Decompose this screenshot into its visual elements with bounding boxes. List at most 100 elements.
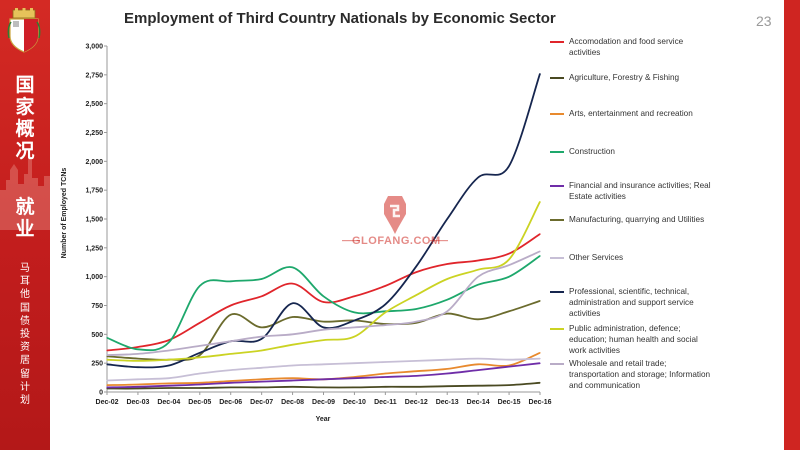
- data-point: [415, 360, 417, 362]
- data-point: [353, 377, 355, 379]
- data-point: [415, 386, 417, 388]
- data-point: [199, 352, 201, 354]
- data-point: [508, 384, 510, 386]
- y-tick-label: 2,500: [85, 101, 103, 108]
- legend-label: Wholesale and retail trade; transportati…: [569, 359, 711, 390]
- data-point: [168, 387, 170, 389]
- data-point: [292, 386, 294, 388]
- data-point: [168, 377, 170, 379]
- glofang-logo-icon: [342, 196, 448, 242]
- x-tick-label: Dec-10: [343, 399, 366, 406]
- data-point: [106, 349, 108, 352]
- sidebar-subtitle: 马耳他国债投资居留计划: [20, 263, 30, 407]
- data-point: [137, 386, 139, 388]
- data-point: [446, 278, 448, 280]
- series-8: [106, 73, 541, 369]
- data-point: [415, 308, 417, 310]
- data-point: [446, 372, 448, 375]
- data-point: [415, 321, 417, 323]
- data-point: [106, 363, 108, 365]
- y-tick-label: 2,750: [85, 72, 103, 79]
- legend-label: Arts, entertainment and recreation: [569, 109, 693, 118]
- data-point: [477, 269, 479, 271]
- sidebar-title-country-overview: 国家概况: [15, 74, 35, 162]
- data-point: [508, 258, 510, 260]
- data-point: [415, 294, 417, 296]
- data-point: [353, 326, 355, 328]
- x-axis-label: Year: [316, 416, 331, 423]
- y-tick-label: 750: [91, 303, 103, 310]
- x-tick-label: Dec-11: [374, 399, 397, 406]
- data-point: [230, 380, 232, 382]
- data-point: [322, 326, 325, 328]
- data-point: [292, 344, 294, 346]
- data-point: [446, 313, 448, 315]
- series-lines: [106, 73, 541, 390]
- legend-swatch: [550, 257, 564, 259]
- data-point: [106, 379, 108, 382]
- data-point: [261, 295, 263, 297]
- data-point: [539, 352, 541, 354]
- legend-swatch: [550, 77, 564, 79]
- data-point: [446, 299, 448, 301]
- series-4: [106, 255, 541, 352]
- data-point: [353, 386, 355, 388]
- data-point: [539, 382, 541, 384]
- data-point: [322, 363, 325, 365]
- data-point: [137, 387, 139, 390]
- x-tick-label: Dec-16: [529, 399, 552, 406]
- x-tick-label: Dec-14: [467, 399, 490, 406]
- y-tick-label: 1,750: [85, 188, 103, 195]
- series-5: [106, 362, 541, 389]
- data-point: [477, 385, 479, 387]
- city-skyline-decoration: [0, 154, 50, 230]
- x-tick-label: Dec-05: [188, 399, 211, 406]
- right-accent-bar: [784, 0, 800, 450]
- page-number: 23: [756, 13, 772, 29]
- data-point: [539, 358, 541, 360]
- y-tick-label: 3,000: [85, 44, 103, 51]
- data-point: [384, 311, 386, 313]
- data-point: [168, 341, 170, 343]
- legend-label: Financial and insurance activities; Real…: [569, 181, 711, 201]
- data-point: [137, 353, 139, 355]
- data-point: [415, 271, 417, 273]
- data-point: [292, 333, 294, 335]
- data-point: [353, 336, 355, 338]
- data-point: [446, 218, 448, 220]
- data-point: [199, 383, 201, 386]
- x-tick-label: Dec-02: [96, 399, 119, 406]
- data-point: [508, 264, 510, 266]
- data-point: [539, 233, 541, 235]
- data-point: [199, 356, 201, 358]
- data-point: [322, 321, 325, 323]
- data-point: [106, 354, 108, 356]
- data-point: [137, 346, 139, 348]
- series-line: [106, 233, 541, 352]
- data-point: [322, 329, 325, 331]
- data-point: [446, 263, 448, 265]
- data-point: [168, 382, 170, 384]
- data-point: [353, 319, 355, 322]
- data-point: [322, 295, 325, 297]
- data-point: [477, 176, 479, 179]
- y-tick-label: 1,500: [85, 217, 103, 224]
- data-point: [137, 348, 139, 350]
- data-point: [230, 386, 232, 388]
- data-point: [168, 349, 170, 352]
- data-point: [508, 253, 510, 255]
- x-tick-labels: Dec-02 Dec-03 Dec-04 Dec-05 Dec-06 Dec-07 Dec-…: [96, 392, 552, 406]
- y-axis-label: Number of Employed TCNs: [61, 168, 68, 259]
- data-point: [230, 369, 232, 371]
- data-point: [230, 304, 232, 307]
- data-point: [261, 349, 263, 352]
- data-point: [353, 311, 355, 313]
- data-point: [384, 361, 386, 363]
- data-point: [446, 368, 448, 370]
- data-point: [477, 284, 479, 286]
- data-point: [415, 265, 417, 267]
- y-tick-label: 250: [91, 361, 103, 368]
- data-point: [199, 285, 201, 287]
- data-point: [539, 201, 541, 203]
- data-point: [261, 378, 263, 380]
